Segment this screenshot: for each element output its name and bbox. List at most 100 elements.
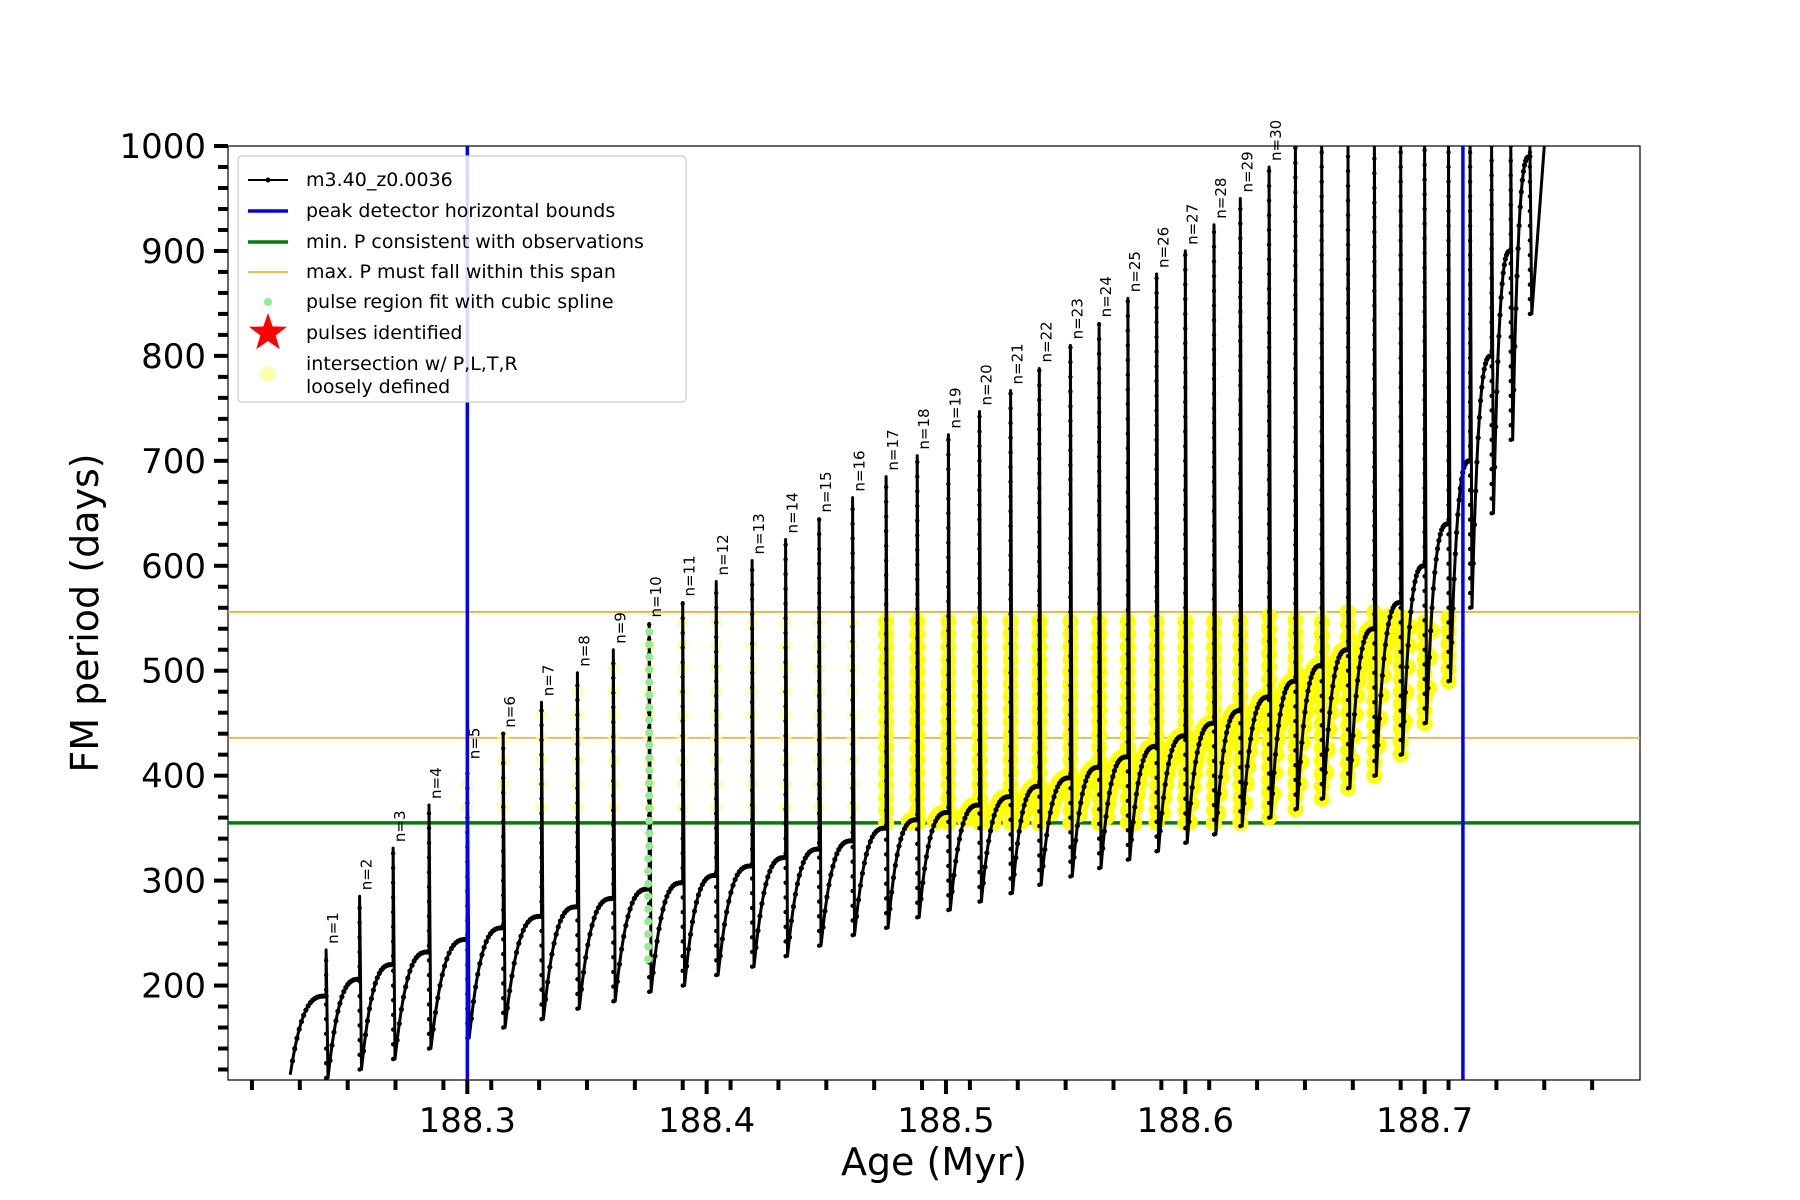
- spike-point: [1037, 809, 1042, 814]
- spike-point: [783, 616, 788, 621]
- spike-point: [680, 895, 685, 900]
- spike-point: [783, 645, 788, 650]
- spike-point: [1398, 399, 1403, 405]
- spike-point: [1398, 341, 1403, 346]
- spike-point: [426, 987, 432, 992]
- track-point: [1051, 794, 1057, 800]
- spike-point: [1238, 588, 1243, 594]
- spike-point: [1467, 414, 1473, 419]
- spike-point: [1238, 515, 1243, 520]
- spike-point: [714, 840, 719, 846]
- spike-point: [390, 968, 396, 974]
- spike-point: [1008, 758, 1013, 764]
- spike-point: [1319, 238, 1324, 243]
- spike-point: [1422, 309, 1427, 315]
- spike-point: [1319, 605, 1324, 610]
- spike-point: [1125, 754, 1131, 759]
- spike-point: [1345, 727, 1351, 732]
- spike-point: [1398, 297, 1403, 302]
- track-point: [1159, 810, 1165, 816]
- spike-point: [977, 752, 982, 757]
- spike-point: [1319, 590, 1324, 596]
- spike-point: [575, 756, 580, 762]
- spike-point: [915, 812, 920, 817]
- spike-point: [1154, 628, 1159, 634]
- spike-point: [1489, 158, 1494, 163]
- spike-point: [1238, 250, 1243, 256]
- spike-point: [1422, 192, 1427, 197]
- pulse-label: n=14: [784, 492, 802, 533]
- track-point: [1381, 656, 1387, 662]
- spike-point: [915, 577, 920, 582]
- pulse-label: n=17: [884, 429, 902, 470]
- spike-point: [1293, 366, 1298, 371]
- spike-point: [1238, 603, 1243, 608]
- spike-point: [1068, 712, 1073, 717]
- spike-point: [816, 899, 822, 904]
- spike-point: [575, 830, 580, 835]
- track-point: [511, 960, 517, 966]
- track-point: [1241, 800, 1247, 806]
- spike-point: [1096, 395, 1102, 401]
- track-point: [1076, 810, 1082, 816]
- spike-point: [1125, 578, 1131, 583]
- track-point: [1067, 775, 1074, 781]
- track-point: [920, 880, 926, 886]
- spike-point: [1293, 425, 1298, 430]
- spike-point: [915, 724, 920, 729]
- spike-point: [1211, 744, 1217, 749]
- spike-point: [1345, 448, 1351, 453]
- track-point: [625, 913, 631, 920]
- spike-point: [1508, 393, 1513, 398]
- spike-point: [1266, 668, 1272, 673]
- spike-point: [1183, 443, 1188, 449]
- track-point: [1361, 639, 1367, 645]
- spike-point: [850, 815, 855, 820]
- spike-point: [680, 924, 685, 929]
- spike-point: [1345, 697, 1351, 703]
- spike-point: [1266, 213, 1272, 218]
- spike-point: [1238, 735, 1243, 741]
- spike-point: [1446, 385, 1451, 390]
- spike-point: [1125, 313, 1131, 319]
- spike-point: [946, 569, 951, 575]
- track-point: [1220, 748, 1227, 754]
- track-point: [719, 936, 725, 942]
- spike-point: [680, 704, 685, 709]
- y-tick-label: 800: [141, 337, 206, 377]
- spike-point: [611, 999, 616, 1004]
- spike-point: [501, 849, 506, 854]
- legend-label: pulse region fit with cubic spline: [306, 291, 614, 313]
- spike-point: [883, 719, 889, 725]
- track-point: [798, 865, 804, 871]
- spike-point: [1008, 597, 1013, 602]
- spike-point: [883, 705, 889, 710]
- spike-point: [883, 661, 889, 666]
- spike-point: [1345, 154, 1351, 159]
- track-point: [1302, 709, 1308, 715]
- spike-point: [501, 775, 506, 780]
- spike-point: [714, 958, 719, 963]
- spike-point: [1211, 553, 1217, 558]
- pulse-label: n=16: [851, 450, 869, 491]
- spike-point: [714, 723, 719, 728]
- track-point: [1406, 624, 1413, 630]
- spike-point: [749, 846, 755, 852]
- spike-point: [1319, 164, 1324, 170]
- spike-point: [1211, 420, 1217, 426]
- spike-point: [915, 459, 920, 465]
- spike-point: [575, 1006, 580, 1011]
- spike-point: [1068, 844, 1073, 850]
- spike-point: [1211, 802, 1217, 808]
- track-point: [1432, 569, 1438, 576]
- x-axis-label: Age (Myr): [841, 1140, 1027, 1184]
- spike-point: [1266, 609, 1272, 615]
- track-point: [1475, 435, 1481, 441]
- spike-point: [1398, 590, 1403, 596]
- spike-point: [1467, 385, 1473, 390]
- spike-point: [501, 760, 506, 766]
- spike-point: [1372, 700, 1377, 705]
- spike-point: [501, 746, 506, 751]
- y-tick-label: 900: [141, 232, 206, 272]
